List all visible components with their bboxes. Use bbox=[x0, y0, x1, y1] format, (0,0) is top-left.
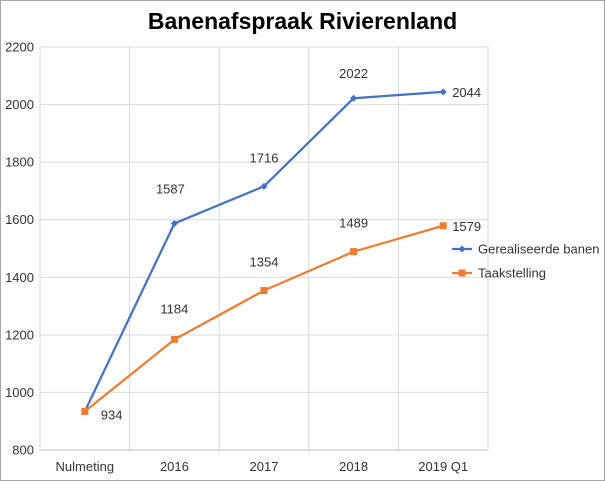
x-tick-label: Nulmeting bbox=[56, 459, 115, 474]
data-point-marker bbox=[350, 94, 358, 102]
data-point-marker bbox=[439, 222, 447, 230]
data-label: 1716 bbox=[250, 150, 279, 165]
data-point-marker bbox=[260, 287, 268, 295]
data-point-marker bbox=[170, 219, 178, 227]
legend-label: Taakstelling bbox=[478, 266, 546, 281]
data-label: 1579 bbox=[452, 219, 481, 234]
y-tick-label: 1000 bbox=[5, 385, 34, 400]
legend-marker bbox=[458, 245, 466, 253]
x-tick-label: 2019 Q1 bbox=[418, 459, 468, 474]
x-tick-label: 2017 bbox=[250, 459, 279, 474]
y-tick-label: 1400 bbox=[5, 270, 34, 285]
data-point-marker bbox=[170, 335, 178, 343]
y-tick-label: 2000 bbox=[5, 97, 34, 112]
y-tick-label: 1800 bbox=[5, 155, 34, 170]
y-tick-label: 800 bbox=[12, 443, 34, 458]
data-point-marker bbox=[350, 248, 358, 256]
data-label: 2022 bbox=[339, 66, 368, 81]
x-tick-label: 2018 bbox=[339, 459, 368, 474]
x-tick-label: 2016 bbox=[160, 459, 189, 474]
data-label: 1587 bbox=[156, 181, 185, 196]
data-label: 934 bbox=[101, 407, 123, 422]
data-point-marker bbox=[439, 88, 447, 96]
series-line bbox=[83, 90, 444, 412]
legend-marker bbox=[458, 269, 466, 277]
y-tick-label: 2200 bbox=[5, 40, 34, 55]
y-tick-label: 1200 bbox=[5, 327, 34, 342]
data-point-marker bbox=[81, 407, 89, 415]
data-label: 1184 bbox=[160, 301, 188, 316]
data-label: 1489 bbox=[339, 216, 368, 231]
data-point-marker bbox=[260, 182, 268, 190]
data-label: 2044 bbox=[452, 85, 481, 100]
data-label: 1354 bbox=[250, 255, 279, 270]
legend-label: Gerealiseerde banen bbox=[478, 242, 599, 257]
chart-title: Banenafspraak Rivierenland bbox=[147, 8, 458, 34]
y-tick-label: 1600 bbox=[5, 212, 34, 227]
